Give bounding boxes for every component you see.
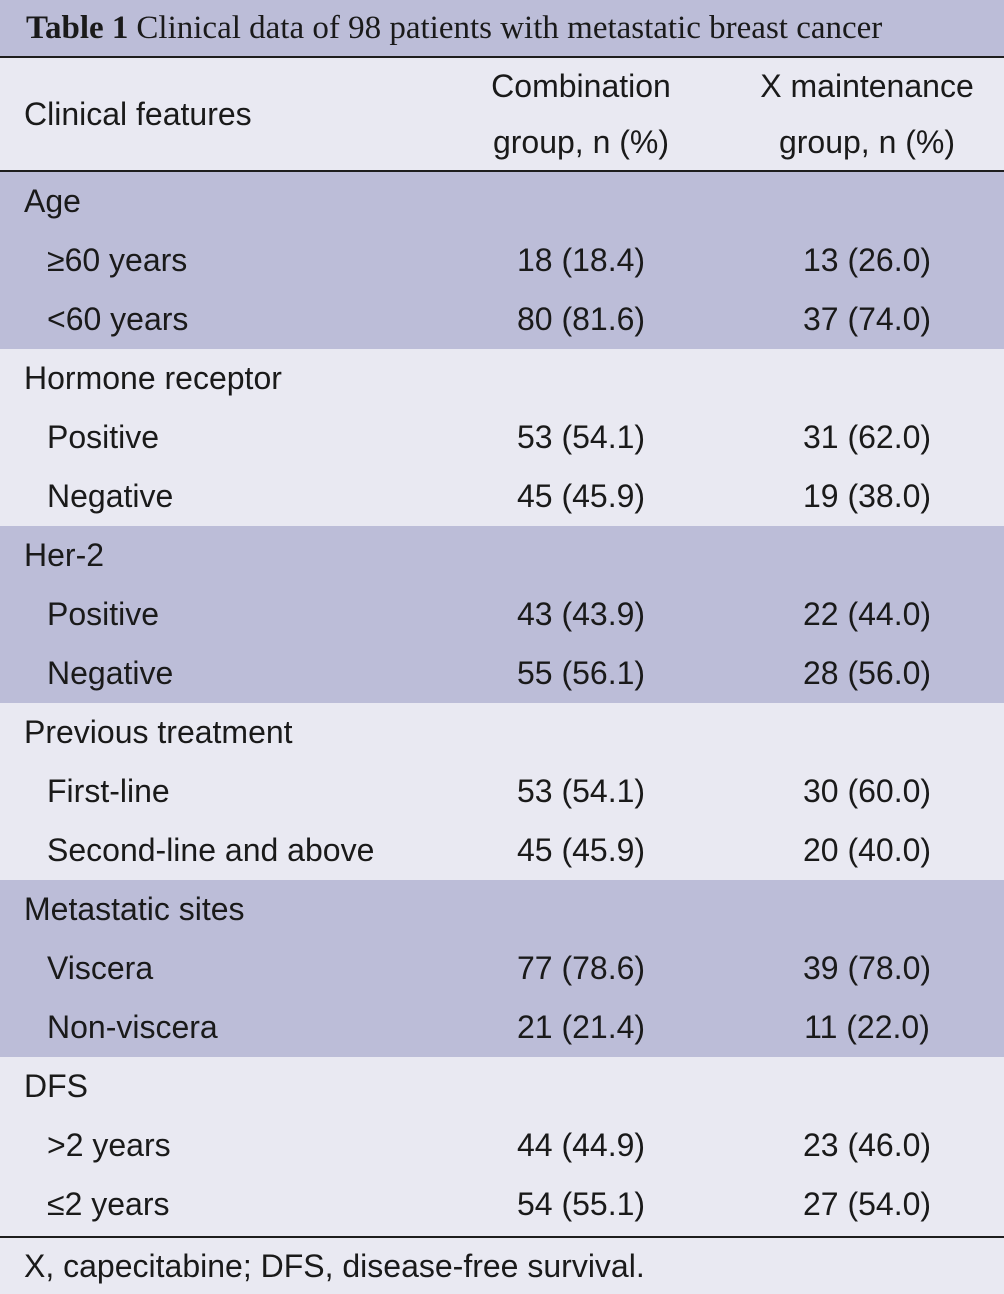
row-label: >2 years (47, 1127, 171, 1163)
group-title-row: Metastatic sites (0, 880, 1004, 939)
combination-value: 45 (45.9) (516, 832, 646, 868)
combination-value: 53 (54.1) (516, 773, 646, 809)
maintenance-value: 31 (62.0) (802, 419, 932, 455)
maintenance-value: 13 (26.0) (802, 242, 932, 278)
table-header-row: Clinical features Combination group, n (… (0, 58, 1004, 172)
maintenance-value: 11 (22.0) (804, 1009, 930, 1045)
maintenance-value: 30 (60.0) (802, 773, 932, 809)
row-label: First-line (47, 773, 170, 809)
row-label: Negative (47, 478, 174, 514)
group-title: DFS (24, 1068, 88, 1104)
table-label: Table 1 (26, 9, 129, 46)
combination-value: 53 (54.1) (516, 419, 646, 455)
table-row: Negative 45 (45.9) 19 (38.0) (0, 467, 1004, 526)
group-previous-treatment: Previous treatment First-line 53 (54.1) … (0, 703, 1004, 880)
table-row: <60 years 80 (81.6) 37 (74.0) (0, 290, 1004, 349)
group-age: Age ≥60 years 18 (18.4) 13 (26.0) <60 ye… (0, 172, 1004, 349)
header-maintenance-group: X maintenance group, n (%) (730, 58, 1004, 170)
combination-value: 44 (44.9) (516, 1127, 646, 1163)
row-label: Second-line and above (47, 832, 375, 868)
table-row: First-line 53 (54.1) 30 (60.0) (0, 762, 1004, 821)
table-row: ≤2 years 54 (55.1) 27 (54.0) (0, 1175, 1004, 1234)
group-title-row: Previous treatment (0, 703, 1004, 762)
row-label: Negative (47, 655, 174, 691)
group-dfs: DFS >2 years 44 (44.9) 23 (46.0) ≤2 year… (0, 1057, 1004, 1234)
row-label: Non-viscera (47, 1009, 218, 1045)
maintenance-value: 22 (44.0) (802, 596, 932, 632)
row-label: ≥60 years (47, 242, 188, 278)
combination-value: 54 (55.1) (516, 1186, 646, 1222)
row-label: Positive (47, 419, 160, 455)
header-combination-line2: group, n (%) (492, 124, 670, 160)
table-footnote: X, capecitabine; DFS, disease-free survi… (0, 1236, 1004, 1294)
maintenance-value: 37 (74.0) (802, 301, 932, 337)
group-title: Hormone receptor (24, 360, 282, 396)
group-title: Previous treatment (24, 714, 293, 750)
group-hormone-receptor: Hormone receptor Positive 53 (54.1) 31 (… (0, 349, 1004, 526)
group-title-row: Her-2 (0, 526, 1004, 585)
row-label: ≤2 years (47, 1186, 170, 1222)
row-label: Positive (47, 596, 160, 632)
maintenance-value: 28 (56.0) (802, 655, 932, 691)
maintenance-value: 20 (40.0) (802, 832, 932, 868)
group-title: Her-2 (24, 537, 105, 573)
group-metastatic-sites: Metastatic sites Viscera 77 (78.6) 39 (7… (0, 880, 1004, 1057)
table-row: Non-viscera 21 (21.4) 11 (22.0) (0, 998, 1004, 1057)
row-label: <60 years (47, 301, 189, 337)
table-caption: Clinical data of 98 patients with metast… (136, 9, 883, 46)
group-her-2: Her-2 Positive 43 (43.9) 22 (44.0) Negat… (0, 526, 1004, 703)
combination-value: 21 (21.4) (516, 1009, 646, 1045)
maintenance-value: 27 (54.0) (802, 1186, 932, 1222)
table-row: Negative 55 (56.1) 28 (56.0) (0, 644, 1004, 703)
combination-value: 77 (78.6) (516, 950, 646, 986)
table-row: Viscera 77 (78.6) 39 (78.0) (0, 939, 1004, 998)
group-title-row: Hormone receptor (0, 349, 1004, 408)
row-label: Viscera (47, 950, 154, 986)
table-row: ≥60 years 18 (18.4) 13 (26.0) (0, 231, 1004, 290)
table-row: Second-line and above 45 (45.9) 20 (40.0… (0, 821, 1004, 880)
group-title: Metastatic sites (24, 891, 245, 927)
table-row: Positive 43 (43.9) 22 (44.0) (0, 585, 1004, 644)
combination-value: 18 (18.4) (516, 242, 646, 278)
maintenance-value: 19 (38.0) (802, 478, 932, 514)
maintenance-value: 39 (78.0) (802, 950, 932, 986)
combination-value: 45 (45.9) (516, 478, 646, 514)
header-combination-line1: Combination (491, 68, 671, 104)
maintenance-value: 23 (46.0) (802, 1127, 932, 1163)
table-row: Positive 53 (54.1) 31 (62.0) (0, 408, 1004, 467)
header-maintenance-line1: X maintenance (760, 68, 974, 104)
header-combination-group: Combination group, n (%) (432, 58, 730, 170)
group-title-row: Age (0, 172, 1004, 231)
combination-value: 55 (56.1) (516, 655, 646, 691)
combination-value: 43 (43.9) (516, 596, 646, 632)
table-row: >2 years 44 (44.9) 23 (46.0) (0, 1116, 1004, 1175)
header-clinical-features: Clinical features (24, 95, 252, 132)
group-title: Age (24, 183, 81, 219)
group-title-row: DFS (0, 1057, 1004, 1116)
combination-value: 80 (81.6) (516, 301, 646, 337)
table-title: Table 1 Clinical data of 98 patients wit… (0, 0, 1004, 58)
header-maintenance-line2: group, n (%) (778, 124, 956, 160)
